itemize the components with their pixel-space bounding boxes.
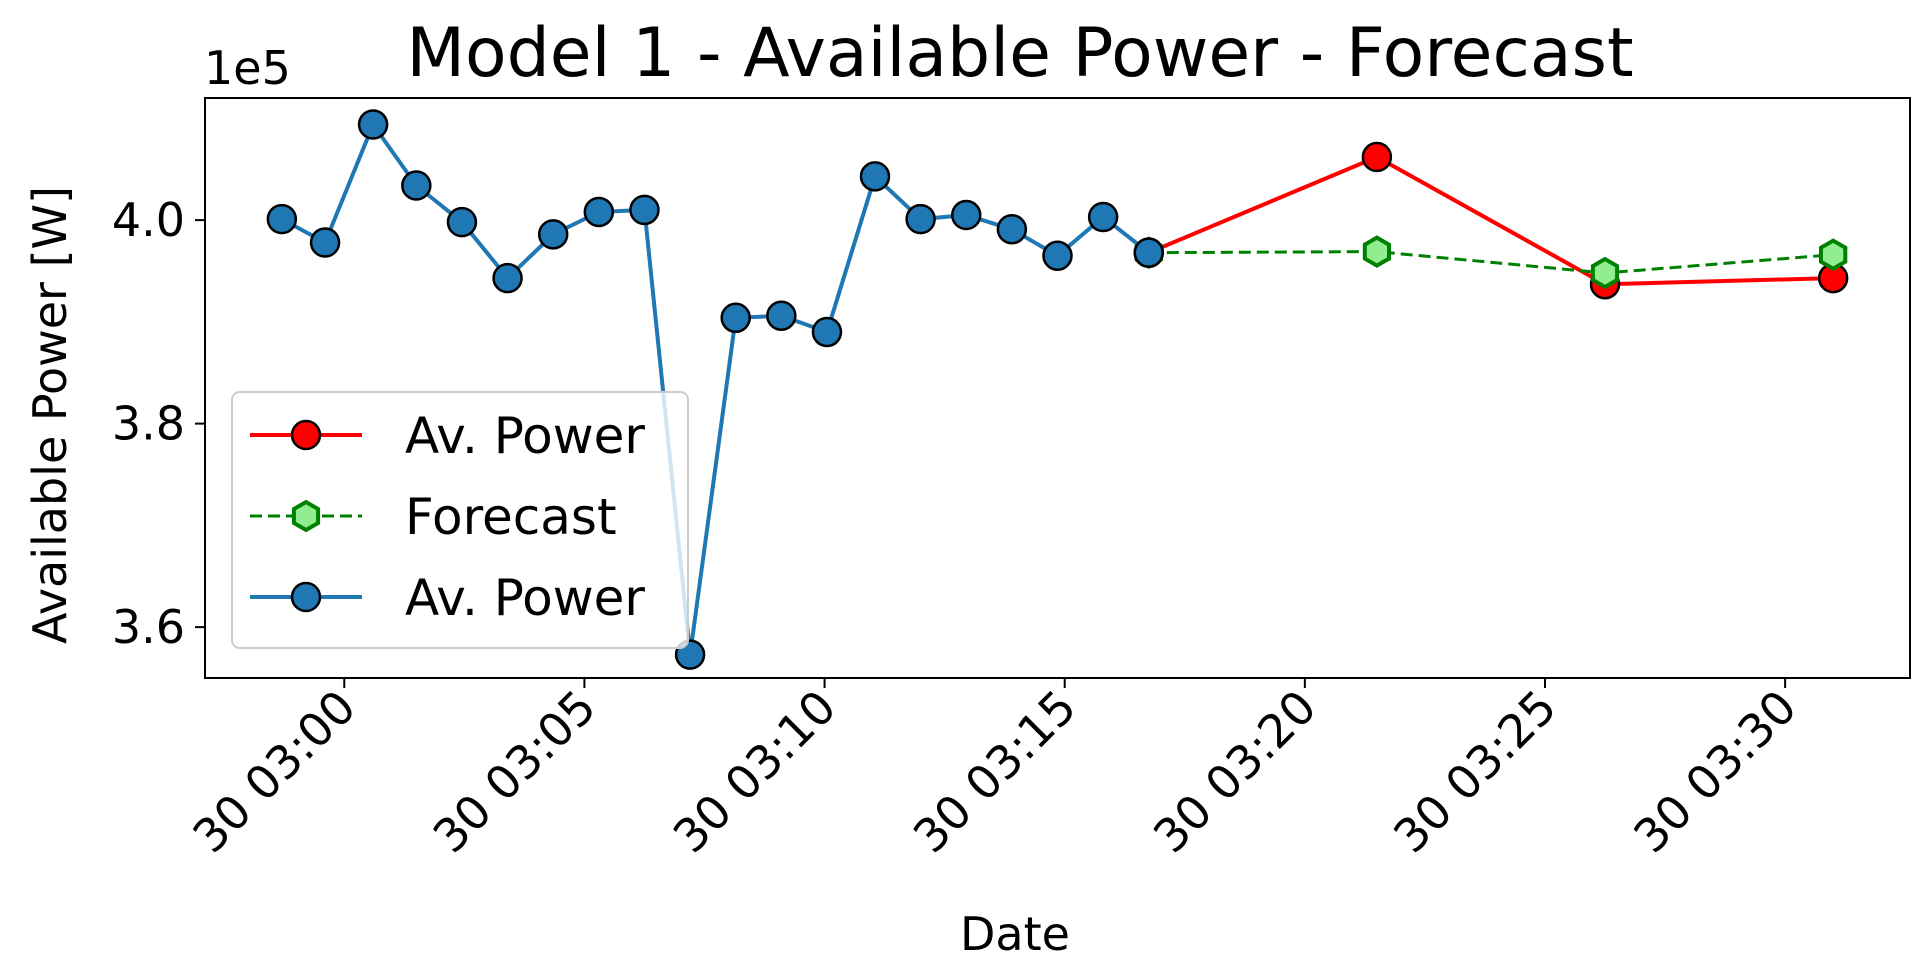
- legend-marker: [290, 419, 322, 451]
- x-tick-label: 30 03:15: [903, 680, 1087, 864]
- series-blue: [266, 109, 1165, 670]
- legend-label: Forecast: [405, 488, 617, 546]
- data-point-blue: [309, 227, 341, 258]
- y-tick-label: 3.8: [112, 397, 185, 451]
- series-line-green: [1148, 250, 1834, 275]
- data-point-blue: [492, 262, 523, 294]
- x-tick-label: 30 03:05: [423, 680, 607, 864]
- data-point-blue: [905, 203, 936, 235]
- legend-label: Av. Power: [405, 407, 645, 465]
- plot-series: [266, 109, 1849, 670]
- data-point-green: [1819, 238, 1848, 272]
- legend-marker: [291, 499, 321, 533]
- data-point-blue: [766, 300, 797, 332]
- chart-title: Model 1 - Available Power - Forecast: [406, 14, 1633, 93]
- data-point-blue: [446, 206, 478, 238]
- data-point-blue: [583, 196, 615, 228]
- legend-item-blue: Av. Power: [250, 569, 645, 627]
- data-point-blue: [1087, 201, 1119, 233]
- data-point-green: [1590, 256, 1620, 290]
- legend-item-green: Forecast: [250, 488, 617, 546]
- y-tick-label: 3.6: [112, 600, 185, 654]
- legend-box: [231, 391, 689, 649]
- data-point-blue: [1133, 237, 1165, 268]
- y-axis-label: Available Power [W]: [23, 186, 77, 644]
- data-point-blue: [950, 199, 982, 231]
- data-point-blue: [859, 161, 891, 192]
- legend: Av. Power Forecast Av. Power: [231, 391, 689, 649]
- data-point-blue: [266, 203, 298, 235]
- x-tick-label: 30 03:20: [1143, 680, 1327, 864]
- data-point-blue: [720, 302, 751, 334]
- legend-label: Av. Power: [405, 569, 645, 627]
- series-line-red: [1148, 155, 1834, 287]
- y-tick-label: 4.0: [112, 193, 185, 247]
- x-tick-label: 30 03:00: [182, 680, 366, 864]
- data-point-blue: [537, 219, 569, 250]
- x-axis: 30 03:00 30 03:05 30 03:10 30 03:15 30 03:20…: [182, 678, 1807, 863]
- data-point-blue: [996, 214, 1028, 245]
- y-offset-label: 1e5: [204, 41, 291, 95]
- data-point-blue: [811, 316, 843, 348]
- series-red: [1133, 141, 1849, 300]
- data-point-red: [1361, 141, 1393, 173]
- x-tick-label: 30 03:10: [663, 680, 847, 864]
- data-point-blue: [1042, 240, 1073, 271]
- x-tick-label: 30 03:25: [1383, 680, 1567, 864]
- y-axis: 3.6 3.8 4.0: [112, 193, 205, 654]
- x-tick-label: 30 03:30: [1623, 680, 1807, 864]
- x-axis-label: Date: [960, 907, 1070, 955]
- legend-item-red: Av. Power: [250, 407, 645, 465]
- plot-frame: [204, 97, 1911, 679]
- legend-marker: [290, 581, 322, 613]
- data-point-green: [1362, 235, 1391, 268]
- data-point-blue: [401, 170, 432, 201]
- data-point-blue: [629, 194, 660, 226]
- data-point-blue: [357, 109, 389, 140]
